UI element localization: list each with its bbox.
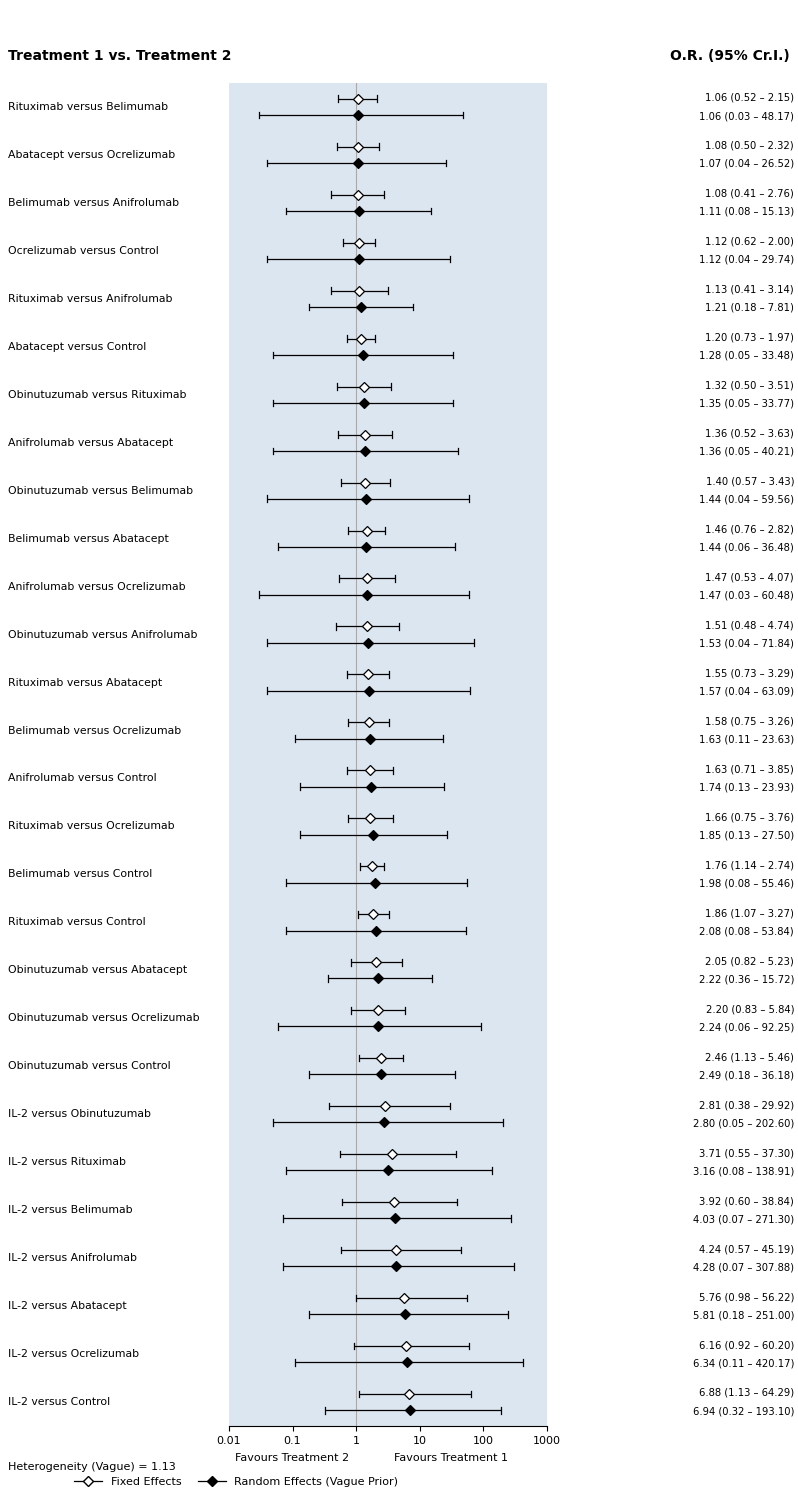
Text: 1.63 (0.71 – 3.85): 1.63 (0.71 – 3.85) xyxy=(705,765,794,774)
Text: 1.44 (0.06 – 36.48): 1.44 (0.06 – 36.48) xyxy=(699,543,794,552)
Text: 1.86 (1.07 – 3.27): 1.86 (1.07 – 3.27) xyxy=(705,908,794,919)
Text: Rituximab versus Control: Rituximab versus Control xyxy=(8,917,145,928)
Text: 1.76 (1.14 – 2.74): 1.76 (1.14 – 2.74) xyxy=(705,860,794,871)
Text: 2.46 (1.13 – 5.46): 2.46 (1.13 – 5.46) xyxy=(705,1052,794,1062)
Text: 1.07 (0.04 – 26.52): 1.07 (0.04 – 26.52) xyxy=(699,158,794,169)
Text: 6.94 (0.32 – 193.10): 6.94 (0.32 – 193.10) xyxy=(693,1406,794,1415)
Text: Heterogeneity (Vague) = 1.13: Heterogeneity (Vague) = 1.13 xyxy=(8,1462,176,1471)
Text: 4.28 (0.07 – 307.88): 4.28 (0.07 – 307.88) xyxy=(693,1262,794,1272)
Text: 1.63 (0.11 – 23.63): 1.63 (0.11 – 23.63) xyxy=(699,735,794,744)
Text: Obinutuzumab versus Ocrelizumab: Obinutuzumab versus Ocrelizumab xyxy=(8,1014,199,1023)
Text: Belimumab versus Abatacept: Belimumab versus Abatacept xyxy=(8,534,168,543)
Text: 4.03 (0.07 – 271.30): 4.03 (0.07 – 271.30) xyxy=(693,1215,794,1224)
Text: 6.16 (0.92 – 60.20): 6.16 (0.92 – 60.20) xyxy=(699,1340,794,1351)
Text: Treatment 1 vs. Treatment 2: Treatment 1 vs. Treatment 2 xyxy=(8,50,231,63)
Text: 2.22 (0.36 – 15.72): 2.22 (0.36 – 15.72) xyxy=(698,975,794,984)
Text: 1.53 (0.04 – 71.84): 1.53 (0.04 – 71.84) xyxy=(699,638,794,649)
Text: 4.24 (0.57 – 45.19): 4.24 (0.57 – 45.19) xyxy=(699,1243,794,1254)
Text: 1.11 (0.08 – 15.13): 1.11 (0.08 – 15.13) xyxy=(699,207,794,217)
Text: 1.36 (0.52 – 3.63): 1.36 (0.52 – 3.63) xyxy=(705,429,794,439)
Text: 3.16 (0.08 – 138.91): 3.16 (0.08 – 138.91) xyxy=(693,1166,794,1176)
Text: 2.49 (0.18 – 36.18): 2.49 (0.18 – 36.18) xyxy=(699,1070,794,1080)
Text: 1.55 (0.73 – 3.29): 1.55 (0.73 – 3.29) xyxy=(705,668,794,679)
Text: 1.58 (0.75 – 3.26): 1.58 (0.75 – 3.26) xyxy=(705,717,794,726)
Text: Obinutuzumab versus Belimumab: Obinutuzumab versus Belimumab xyxy=(8,486,193,495)
Text: Ocrelizumab versus Control: Ocrelizumab versus Control xyxy=(8,246,159,257)
Text: 1.36 (0.05 – 40.21): 1.36 (0.05 – 40.21) xyxy=(699,447,794,457)
Text: 1.12 (0.04 – 29.74): 1.12 (0.04 – 29.74) xyxy=(699,255,794,266)
Text: Belimumab versus Control: Belimumab versus Control xyxy=(8,869,152,880)
Text: IL-2 versus Control: IL-2 versus Control xyxy=(8,1397,110,1406)
Text: 2.24 (0.06 – 92.25): 2.24 (0.06 – 92.25) xyxy=(699,1023,794,1032)
Text: 1.06 (0.03 – 48.17): 1.06 (0.03 – 48.17) xyxy=(699,112,794,121)
Text: 5.81 (0.18 – 251.00): 5.81 (0.18 – 251.00) xyxy=(693,1310,794,1320)
Text: Abatacept versus Ocrelizumab: Abatacept versus Ocrelizumab xyxy=(8,149,176,160)
Text: IL-2 versus Rituximab: IL-2 versus Rituximab xyxy=(8,1157,126,1166)
Text: IL-2 versus Ocrelizumab: IL-2 versus Ocrelizumab xyxy=(8,1349,139,1360)
Text: IL-2 versus Anifrolumab: IL-2 versus Anifrolumab xyxy=(8,1252,137,1263)
Legend: Fixed Effects, Random Effects (Vague Prior): Fixed Effects, Random Effects (Vague Pri… xyxy=(69,1473,403,1491)
Text: 1.40 (0.57 – 3.43): 1.40 (0.57 – 3.43) xyxy=(705,477,794,486)
Text: 1.08 (0.50 – 2.32): 1.08 (0.50 – 2.32) xyxy=(705,140,794,151)
Text: IL-2 versus Belimumab: IL-2 versus Belimumab xyxy=(8,1206,132,1215)
Text: Abatacept versus Control: Abatacept versus Control xyxy=(8,343,146,352)
Text: 1.57 (0.04 – 63.09): 1.57 (0.04 – 63.09) xyxy=(699,687,794,697)
Text: 2.80 (0.05 – 202.60): 2.80 (0.05 – 202.60) xyxy=(693,1118,794,1129)
Text: 2.08 (0.08 – 53.84): 2.08 (0.08 – 53.84) xyxy=(699,927,794,937)
Text: 1.46 (0.76 – 2.82): 1.46 (0.76 – 2.82) xyxy=(705,525,794,534)
Text: Anifrolumab versus Abatacept: Anifrolumab versus Abatacept xyxy=(8,438,173,448)
Text: Belimumab versus Ocrelizumab: Belimumab versus Ocrelizumab xyxy=(8,726,181,735)
Text: 1.06 (0.52 – 2.15): 1.06 (0.52 – 2.15) xyxy=(705,94,794,103)
Text: 1.51 (0.48 – 4.74): 1.51 (0.48 – 4.74) xyxy=(705,620,794,631)
Text: 1.35 (0.05 – 33.77): 1.35 (0.05 – 33.77) xyxy=(699,398,794,409)
Text: IL-2 versus Abatacept: IL-2 versus Abatacept xyxy=(8,1301,127,1311)
Text: 1.98 (0.08 – 55.46): 1.98 (0.08 – 55.46) xyxy=(699,878,794,889)
Text: Obinutuzumab versus Rituximab: Obinutuzumab versus Rituximab xyxy=(8,389,187,400)
Text: Belimumab versus Anifrolumab: Belimumab versus Anifrolumab xyxy=(8,198,179,208)
Text: 1.08 (0.41 – 2.76): 1.08 (0.41 – 2.76) xyxy=(705,189,794,199)
Text: 3.92 (0.60 – 38.84): 3.92 (0.60 – 38.84) xyxy=(699,1197,794,1206)
Text: IL-2 versus Obinutuzumab: IL-2 versus Obinutuzumab xyxy=(8,1109,151,1120)
Text: 1.66 (0.75 – 3.76): 1.66 (0.75 – 3.76) xyxy=(705,812,794,822)
Text: Obinutuzumab versus Control: Obinutuzumab versus Control xyxy=(8,1061,171,1071)
Text: 3.71 (0.55 – 37.30): 3.71 (0.55 – 37.30) xyxy=(699,1148,794,1157)
Text: 6.34 (0.11 – 420.17): 6.34 (0.11 – 420.17) xyxy=(693,1358,794,1369)
Text: O.R. (95% Cr.I.): O.R. (95% Cr.I.) xyxy=(670,50,790,63)
Text: 5.76 (0.98 – 56.22): 5.76 (0.98 – 56.22) xyxy=(698,1292,794,1302)
Text: 1.85 (0.13 – 27.50): 1.85 (0.13 – 27.50) xyxy=(699,830,794,841)
Text: 6.88 (1.13 – 64.29): 6.88 (1.13 – 64.29) xyxy=(699,1388,794,1397)
Text: Rituximab versus Ocrelizumab: Rituximab versus Ocrelizumab xyxy=(8,821,175,831)
Text: 1.21 (0.18 – 7.81): 1.21 (0.18 – 7.81) xyxy=(705,303,794,312)
Text: Rituximab versus Anifrolumab: Rituximab versus Anifrolumab xyxy=(8,294,172,303)
Text: 2.05 (0.82 – 5.23): 2.05 (0.82 – 5.23) xyxy=(705,957,794,966)
Text: Rituximab versus Abatacept: Rituximab versus Abatacept xyxy=(8,678,162,688)
Text: Obinutuzumab versus Abatacept: Obinutuzumab versus Abatacept xyxy=(8,966,187,975)
Text: 1.32 (0.50 – 3.51): 1.32 (0.50 – 3.51) xyxy=(705,380,794,391)
Text: 2.81 (0.38 – 29.92): 2.81 (0.38 – 29.92) xyxy=(699,1100,794,1111)
Text: 1.20 (0.73 – 1.97): 1.20 (0.73 – 1.97) xyxy=(705,333,794,343)
Text: Favours Treatment 1: Favours Treatment 1 xyxy=(394,1453,508,1464)
Text: 1.47 (0.53 – 4.07): 1.47 (0.53 – 4.07) xyxy=(705,572,794,582)
Text: Anifrolumab versus Ocrelizumab: Anifrolumab versus Ocrelizumab xyxy=(8,581,186,592)
Text: 1.28 (0.05 – 33.48): 1.28 (0.05 – 33.48) xyxy=(699,352,794,361)
Text: Rituximab versus Belimumab: Rituximab versus Belimumab xyxy=(8,103,168,112)
Text: 1.74 (0.13 – 23.93): 1.74 (0.13 – 23.93) xyxy=(699,783,794,792)
Text: 1.47 (0.03 – 60.48): 1.47 (0.03 – 60.48) xyxy=(699,590,794,601)
Text: Obinutuzumab versus Anifrolumab: Obinutuzumab versus Anifrolumab xyxy=(8,629,197,640)
Text: 1.12 (0.62 – 2.00): 1.12 (0.62 – 2.00) xyxy=(705,237,794,247)
Text: 1.13 (0.41 – 3.14): 1.13 (0.41 – 3.14) xyxy=(705,285,794,294)
Text: Anifrolumab versus Control: Anifrolumab versus Control xyxy=(8,774,156,783)
Text: 2.20 (0.83 – 5.84): 2.20 (0.83 – 5.84) xyxy=(705,1005,794,1014)
Text: Favours Treatment 2: Favours Treatment 2 xyxy=(235,1453,350,1464)
Text: 1.44 (0.04 – 59.56): 1.44 (0.04 – 59.56) xyxy=(699,495,794,504)
